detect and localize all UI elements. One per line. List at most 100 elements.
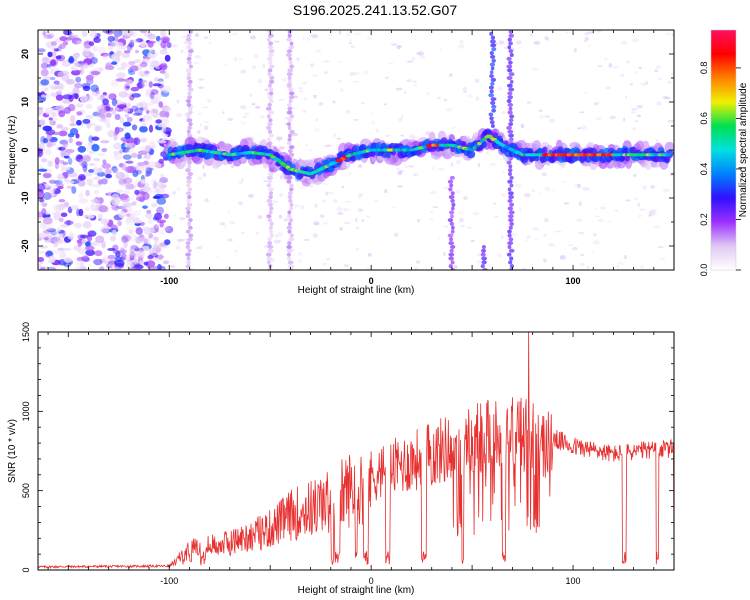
spectrogram-cell — [268, 187, 274, 192]
spectrogram-cell — [271, 200, 278, 204]
x-tick-label: 0 — [369, 276, 374, 286]
spectrogram-cell — [365, 215, 371, 218]
spectrogram-cell — [507, 91, 513, 96]
spectrogram-cell — [158, 64, 166, 69]
spectrogram-cell — [101, 178, 108, 185]
spectrogram-cell — [638, 214, 642, 218]
spectrogram-cell — [425, 131, 431, 136]
spectrogram-cell — [69, 122, 77, 127]
spectrogram-cell — [509, 256, 514, 261]
spectrogram-cell — [159, 49, 168, 55]
spectrogram-cell — [92, 111, 101, 117]
spectrogram-cell — [186, 76, 192, 80]
spectrogram-cell — [93, 36, 102, 44]
spectrogram-cell — [509, 52, 514, 57]
spectrogram-cell — [289, 41, 294, 46]
spectrogram-cell — [447, 218, 454, 223]
spectrogram-cell — [265, 106, 272, 111]
spectrogram-cell — [251, 102, 256, 106]
spectrogram-cell — [132, 38, 139, 44]
spectrogram-cell — [404, 165, 409, 169]
spectrogram-cell — [448, 252, 455, 257]
spectrogram-cell — [306, 37, 310, 41]
spectrogram-cell — [47, 160, 53, 167]
spectrogram-y-label: Frequency (Hz) — [7, 116, 18, 185]
spectrogram-cell — [286, 214, 292, 219]
spectrogram-cell — [268, 99, 274, 104]
spectrogram-cell — [286, 49, 293, 54]
spectrogram-cell — [289, 202, 294, 207]
spectrogram-cell — [462, 91, 468, 93]
spectrogram-x-label: Height of straight line (km) — [298, 285, 415, 296]
spectrogram-y-axis: -20 -10 0 10 20 — [20, 29, 674, 271]
spectrogram-cell — [118, 149, 123, 154]
spectrogram-cell — [507, 179, 513, 184]
spectrogram-cell — [85, 74, 94, 81]
spectrogram-cell — [251, 65, 257, 70]
spectrogram-cell — [150, 202, 158, 208]
spectrogram-cell — [82, 85, 91, 92]
x-tick-label: -100 — [160, 576, 178, 586]
spectrogram-cell — [584, 36, 589, 41]
spectrogram-cell — [74, 223, 83, 228]
spectrogram-cell — [186, 37, 192, 42]
spectrogram-cell — [629, 146, 637, 154]
spectrogram-cell — [159, 265, 166, 270]
spectrogram-cell — [595, 30, 603, 33]
spectrogram-cell — [266, 37, 271, 42]
spectrogram-cell — [436, 97, 441, 100]
spectrogram-cell — [71, 186, 77, 194]
spectrogram-cell — [429, 218, 434, 221]
spectrogram-cell — [38, 192, 45, 198]
spectrogram-cell — [42, 137, 49, 144]
spectrogram-cell — [337, 211, 344, 216]
spectrogram-cell — [595, 215, 600, 218]
spectrogram-cell — [230, 164, 235, 169]
spectrogram-cell — [128, 70, 136, 75]
spectrogram-cell — [355, 247, 360, 251]
spectrogram-cell — [61, 145, 68, 151]
spectrogram-cell — [137, 150, 148, 156]
spectrogram-cell — [158, 229, 165, 235]
spectrogram-cell — [163, 226, 171, 231]
spectrogram-cell — [370, 112, 375, 115]
spectrogram-cell — [209, 41, 212, 45]
spectrogram-cell — [357, 164, 363, 169]
spectrogram-cell — [507, 168, 513, 173]
spectrogram-cell — [114, 114, 121, 121]
spectrogram-cell — [511, 232, 518, 237]
spectrogram-cell — [152, 83, 162, 87]
spectrogram-cell — [55, 90, 63, 96]
spectrogram-cell — [107, 93, 116, 100]
spectrogram-cell — [573, 47, 577, 53]
spectrogram-cell — [266, 256, 272, 261]
spectrogram-cell — [57, 71, 64, 78]
spectrogram-cell — [489, 39, 496, 44]
spectrogram-cell — [125, 226, 135, 231]
spectrogram-cell — [181, 49, 184, 54]
spectrogram-cell — [241, 231, 245, 234]
spectrogram-cell — [41, 158, 48, 163]
spectrogram-cell — [397, 185, 404, 188]
spectrogram-cell — [149, 92, 155, 100]
spectrogram-cell — [123, 177, 133, 184]
spectrogram-cell — [278, 146, 285, 150]
spectrogram-cell — [173, 214, 177, 217]
spectrogram-cell — [291, 132, 299, 137]
spectrogram-cell — [533, 40, 541, 45]
spectrogram-cell — [140, 73, 151, 77]
spectrogram-cell — [232, 32, 237, 36]
spectrogram-cell — [38, 147, 43, 155]
spectrogram-cell — [58, 233, 64, 238]
spectrogram-cell — [383, 103, 387, 106]
spectrogram-cell — [508, 172, 513, 176]
spectrogram-cell — [86, 179, 93, 186]
spectrogram-cell — [121, 235, 129, 244]
spectrogram-cell — [125, 254, 131, 261]
spectrogram-cell — [47, 184, 57, 192]
spectrogram-cell — [148, 124, 154, 133]
spectrogram-cell — [132, 112, 143, 116]
spectrogram-cell — [343, 263, 350, 268]
spectrogram-cell — [508, 122, 514, 127]
